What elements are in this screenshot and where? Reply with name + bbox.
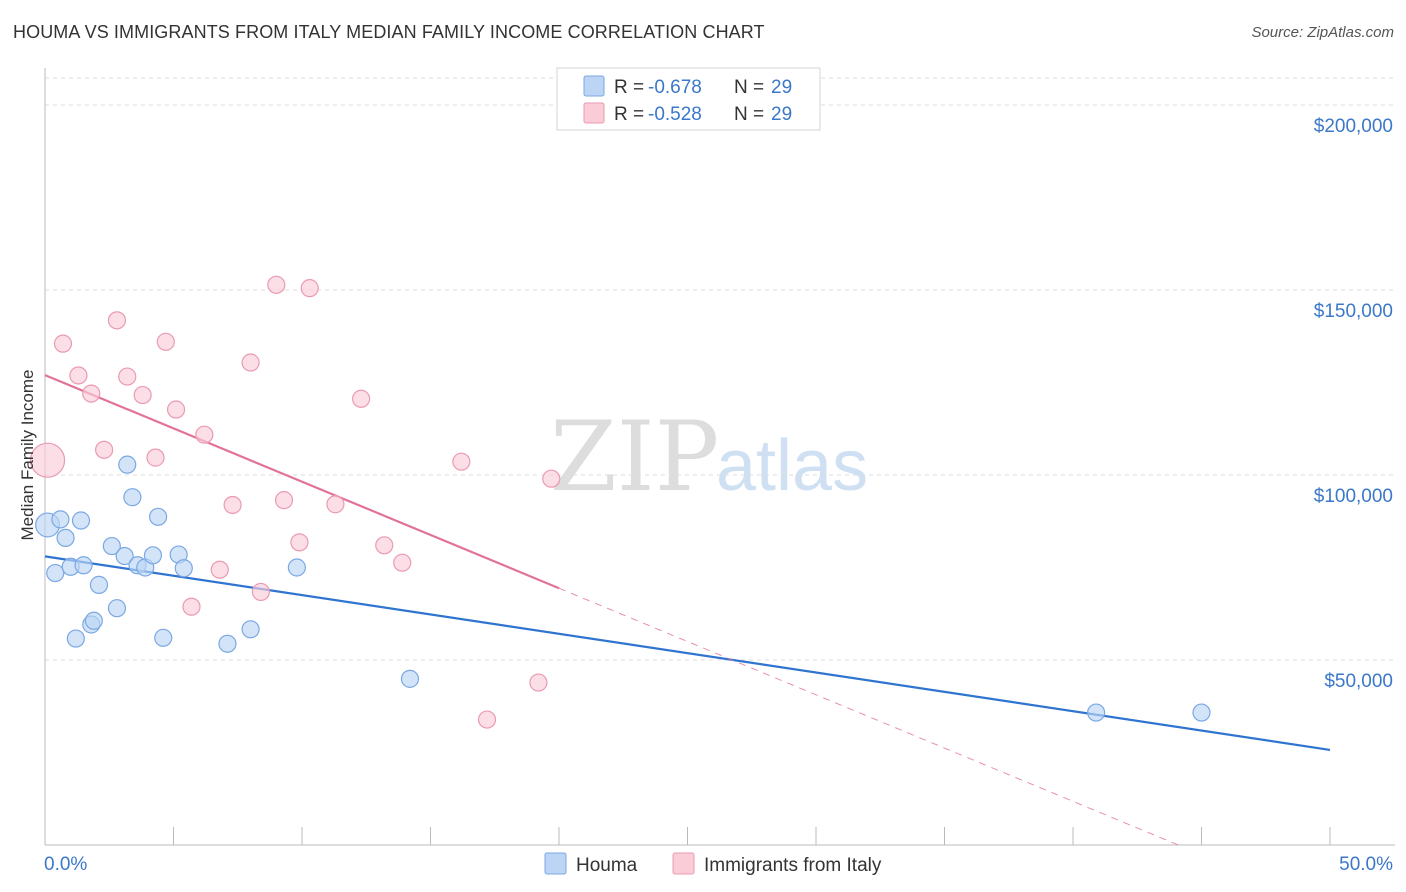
- point-italy: [267, 275, 286, 294]
- trend-line-extension: [558, 587, 1179, 846]
- point-italy: [452, 452, 471, 471]
- data-points: [29, 275, 1211, 729]
- point-houma: [74, 556, 93, 575]
- point-houma: [46, 563, 65, 583]
- point-italy: [69, 366, 88, 385]
- point-italy: [133, 385, 152, 405]
- watermark-atlas: atlas: [716, 426, 868, 506]
- point-italy: [118, 367, 137, 386]
- y-axis-label: Median Family Income: [18, 369, 37, 540]
- y-tick-label: $150,000: [1314, 301, 1393, 322]
- point-houma: [118, 455, 137, 474]
- point-houma: [143, 546, 163, 565]
- legend-r-label-italy: R =: [614, 104, 644, 125]
- point-houma: [66, 629, 85, 648]
- point-italy: [241, 353, 260, 372]
- point-houma: [56, 528, 75, 548]
- point-italy: [393, 553, 412, 572]
- point-italy: [29, 442, 66, 478]
- point-houma: [1192, 703, 1211, 722]
- legend-n-label-houma: N =: [734, 77, 764, 98]
- series-legend: Houma Immigrants from Italy: [544, 852, 882, 876]
- trend-line-houma: [44, 555, 1331, 751]
- point-italy: [195, 425, 214, 444]
- point-italy: [290, 533, 309, 552]
- point-houma: [102, 536, 121, 556]
- y-tick-label: $200,000: [1314, 116, 1393, 137]
- point-italy: [300, 279, 319, 298]
- point-houma: [174, 559, 193, 578]
- point-houma: [84, 611, 103, 630]
- legend-r-value-italy: -0.528: [648, 104, 702, 125]
- point-italy: [146, 448, 165, 467]
- point-houma: [218, 634, 237, 653]
- chart-title: HOUMA VS IMMIGRANTS FROM ITALY MEDIAN FA…: [13, 22, 765, 42]
- point-houma: [154, 628, 173, 647]
- correlation-legend: R = -0.678 N = 29 R = -0.528 N = 29: [556, 67, 821, 131]
- watermark-zip: ZIP: [550, 401, 719, 513]
- point-houma: [123, 488, 142, 507]
- point-italy: [210, 560, 229, 579]
- trend-line-italy: [44, 374, 560, 590]
- point-italy: [477, 710, 497, 729]
- bottom-legend-swatch-houma: [544, 852, 567, 875]
- legend-swatch-houma: [583, 75, 605, 97]
- point-italy: [53, 334, 73, 353]
- point-italy: [542, 469, 561, 488]
- point-italy: [223, 495, 242, 515]
- point-italy: [326, 495, 345, 514]
- point-italy: [251, 582, 270, 602]
- point-houma: [241, 620, 260, 639]
- legend-r-value-houma: -0.678: [648, 77, 702, 98]
- legend-r-label-houma: R =: [614, 77, 644, 98]
- point-houma: [148, 507, 168, 526]
- x-tick-label-min: 0.0%: [44, 854, 87, 875]
- point-houma: [71, 511, 91, 530]
- source-credit: Source: ZipAtlas.com: [1251, 24, 1394, 41]
- point-italy: [274, 491, 294, 510]
- point-italy: [352, 389, 371, 408]
- point-italy: [166, 400, 186, 419]
- legend-n-value-italy: 29: [771, 104, 792, 125]
- point-italy: [182, 597, 201, 616]
- point-houma: [89, 575, 109, 594]
- point-italy: [107, 311, 127, 330]
- point-italy: [95, 440, 114, 459]
- point-italy: [82, 384, 101, 403]
- point-houma: [107, 599, 127, 618]
- point-houma: [51, 510, 70, 529]
- point-italy: [156, 332, 175, 351]
- point-houma: [1087, 703, 1106, 722]
- bottom-legend-label-italy: Immigrants from Italy: [704, 855, 882, 876]
- legend-n-label-italy: N =: [734, 104, 764, 125]
- legend-swatch-italy: [583, 102, 605, 124]
- x-tick-label-max: 50.0%: [1339, 854, 1393, 875]
- point-houma: [287, 558, 306, 577]
- y-tick-label: $50,000: [1324, 671, 1393, 692]
- legend-n-value-houma: 29: [771, 77, 792, 98]
- point-italy: [375, 536, 394, 555]
- point-houma: [400, 669, 420, 688]
- bottom-legend-swatch-italy: [672, 852, 695, 875]
- y-tick-label: $100,000: [1314, 486, 1393, 507]
- bottom-legend-label-houma: Houma: [576, 855, 638, 876]
- point-italy: [529, 673, 548, 692]
- point-houma: [115, 546, 134, 566]
